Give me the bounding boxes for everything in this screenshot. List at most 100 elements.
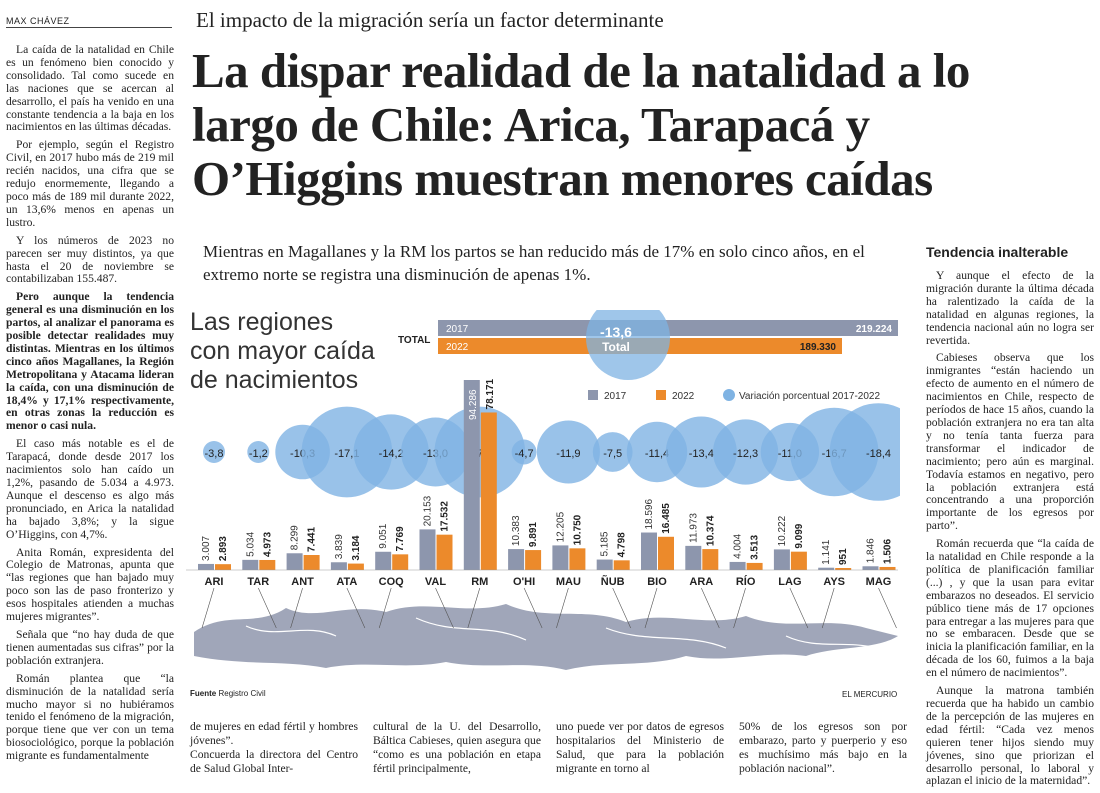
- region-label: ARI: [205, 576, 224, 588]
- region-label: MAU: [556, 576, 581, 588]
- legend-2022: 2022: [672, 391, 695, 402]
- value-2022: 3.184: [351, 535, 362, 560]
- leader-line: [290, 587, 303, 629]
- value-2017: 5.034: [245, 531, 256, 556]
- region-label: COQ: [379, 576, 405, 588]
- source-name: Registro Civil: [218, 689, 266, 698]
- variation-label: -3,8: [205, 448, 224, 460]
- bar-2017: [330, 562, 347, 570]
- bar-2017: [596, 559, 613, 570]
- kicker: El impacto de la migración sería un fact…: [196, 8, 664, 32]
- value-2017: 5.185: [600, 531, 611, 556]
- bar-2017: [198, 563, 214, 570]
- leader-line: [878, 587, 897, 629]
- leader-line: [346, 587, 366, 629]
- value-2022: 7.769: [395, 526, 406, 551]
- bar-2022: [436, 534, 453, 570]
- value-2017: 11.973: [688, 513, 699, 543]
- bar-2022: [746, 562, 763, 570]
- variation-label: -12,3: [733, 448, 758, 460]
- region-label: RÍO: [736, 575, 756, 588]
- value-2017: 10.222: [777, 515, 788, 546]
- bar-2017: [685, 545, 702, 570]
- bar-2022: [215, 564, 231, 570]
- region-label: ÑUB: [601, 575, 625, 588]
- leader-line: [612, 587, 631, 629]
- value-2017: 3.839: [334, 534, 345, 559]
- variation-label: -17,1: [334, 448, 359, 460]
- value-2017: 94.286: [468, 389, 479, 420]
- region-label: MAG: [866, 576, 892, 588]
- leader-line: [821, 587, 835, 629]
- bar-2022: [525, 550, 542, 570]
- map-borders: [245, 617, 877, 649]
- bar-2017: [419, 529, 436, 570]
- region-label: AYS: [823, 576, 845, 588]
- legend-variation: Variación porcentual 2017-2022: [739, 391, 880, 402]
- value-2017: 18.596: [644, 499, 655, 530]
- value-2022: 10.374: [705, 515, 716, 546]
- variation-bubble: [247, 441, 270, 463]
- bar-2022: [392, 554, 409, 570]
- variation-label: -11,9: [556, 448, 580, 460]
- bar-2022: [480, 412, 497, 570]
- left-column-paragraph: Por ejemplo, según el Registro Civil, en…: [6, 138, 174, 229]
- left-column-paragraph: Pero aunque la tendencia general es una …: [6, 290, 174, 433]
- region-label: BIO: [647, 576, 667, 588]
- total-variation: -13,6: [600, 324, 632, 340]
- left-column-paragraph: La caída de la natalidad en Chile es un …: [6, 43, 174, 134]
- value-2017: 10.383: [511, 515, 522, 546]
- leader-line: [733, 587, 746, 629]
- right-column: Y aunque el efecto de la migración duran…: [926, 269, 1094, 793]
- leader-line: [435, 587, 454, 629]
- value-2022: 4.973: [262, 532, 273, 557]
- bar-2017: [773, 549, 790, 570]
- total-year-2022: 2022: [446, 342, 469, 353]
- leader-line: [789, 587, 809, 629]
- bar-2022: [259, 559, 276, 570]
- value-2017: 1.846: [866, 538, 877, 563]
- variation-label: -11,4: [645, 448, 669, 460]
- bottom-column-1: de mujeres en edad fértil y hombres jóve…: [190, 720, 358, 775]
- bar-2017: [641, 532, 657, 570]
- value-2017: 4.004: [733, 533, 744, 558]
- legend-2017: 2017: [604, 391, 627, 402]
- right-column-paragraph: Cabieses observa que los inmigrantes “es…: [926, 351, 1094, 533]
- value-2022: 3.513: [750, 534, 761, 559]
- right-column-paragraph: Román recuerda que “la caída de la natal…: [926, 537, 1094, 680]
- leader-line: [556, 587, 569, 629]
- value-2022: 9.099: [794, 523, 805, 548]
- right-column-paragraph: Y aunque el efecto de la migración duran…: [926, 269, 1094, 347]
- value-2022: 1.506: [883, 539, 894, 564]
- bar-2017: [729, 561, 746, 570]
- variation-bubble: [203, 441, 225, 463]
- value-2022: 78.171: [485, 378, 496, 409]
- bar-2022: [702, 549, 719, 570]
- bar-2022: [569, 548, 586, 570]
- total-variation-bubble: [586, 310, 670, 380]
- value-2022: 17.532: [440, 501, 451, 532]
- bar-2017: [508, 549, 525, 570]
- headline: La dispar realidad de la natalidad a lo …: [192, 43, 970, 206]
- left-column-paragraph: Señala que “no hay duda de que tienen au…: [6, 627, 174, 667]
- region-label: TAR: [247, 576, 269, 588]
- value-2022: 4.798: [617, 532, 628, 557]
- leader-line: [201, 587, 215, 629]
- bar-2022: [658, 536, 674, 570]
- value-2017: 12.205: [555, 511, 566, 542]
- variation-bubble: [536, 420, 600, 484]
- value-2022: 9.891: [528, 522, 539, 547]
- chart-title: Las regiones con mayor caída de nacimien…: [190, 308, 375, 394]
- variation-label: -1,2: [249, 448, 268, 460]
- bottom-column-4: 50% de los egresos son por embarazo, par…: [739, 720, 907, 775]
- leader-line: [644, 587, 658, 629]
- value-2017: 8.299: [290, 525, 301, 550]
- left-column-paragraph: Román plantea que “la disminución de la …: [6, 671, 174, 763]
- bar-2022: [613, 560, 630, 570]
- value-2017: 3.007: [201, 535, 212, 560]
- value-2017: 1.141: [821, 539, 832, 564]
- variation-bubble: [592, 432, 633, 472]
- bar-2022: [879, 566, 896, 570]
- bar-2017: [286, 553, 303, 570]
- total-value-2022: 189.330: [800, 342, 837, 353]
